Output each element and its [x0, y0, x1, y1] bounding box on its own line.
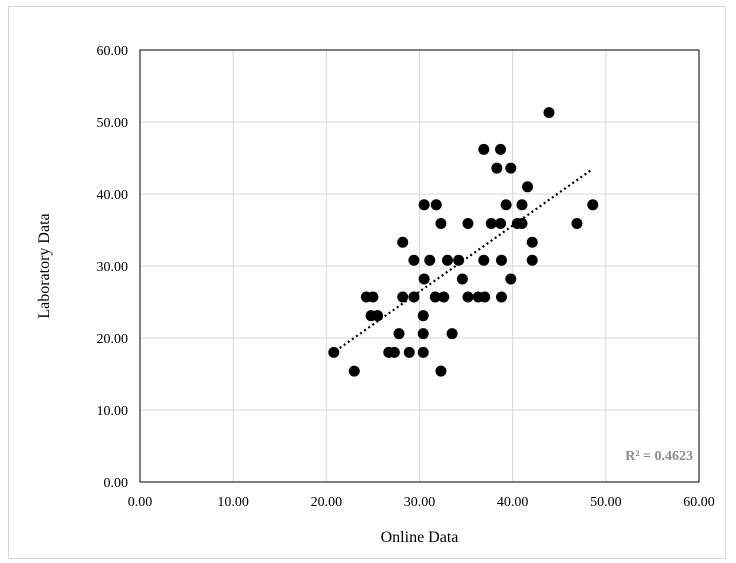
data-point	[479, 291, 491, 303]
x-tick-label: 40.00	[497, 495, 529, 510]
data-point	[408, 291, 420, 303]
x-tick-label: 20.00	[311, 495, 343, 510]
data-point	[462, 218, 474, 230]
data-point	[408, 254, 420, 266]
data-point	[435, 365, 447, 377]
data-point	[478, 254, 490, 266]
data-point	[516, 218, 528, 230]
data-point	[456, 273, 468, 285]
data-points	[328, 107, 599, 377]
data-point	[505, 273, 517, 285]
data-point	[462, 291, 474, 303]
data-point	[418, 273, 430, 285]
data-point	[587, 199, 599, 211]
x-axis-label: Online Data	[381, 529, 459, 546]
data-point	[485, 218, 497, 230]
data-point	[438, 291, 450, 303]
y-tick-label: 60.00	[97, 44, 129, 59]
data-point	[417, 346, 429, 358]
data-point	[500, 199, 512, 211]
data-point	[571, 218, 583, 230]
data-point	[495, 143, 507, 155]
scatter-chart: 0.00 10.00 20.00 30.00 40.00 50.00 60.00 0.00 1…	[36, 44, 715, 546]
data-point	[516, 199, 528, 211]
data-point	[495, 254, 507, 266]
data-point	[417, 328, 429, 340]
data-point	[526, 254, 538, 266]
data-point	[543, 107, 555, 119]
x-tick-label: 60.00	[683, 495, 715, 510]
x-tick-label: 0.00	[128, 495, 153, 510]
data-point	[430, 199, 442, 211]
data-point	[348, 365, 360, 377]
data-point	[367, 291, 379, 303]
data-point	[446, 328, 458, 340]
data-point	[397, 236, 409, 248]
data-point	[435, 218, 447, 230]
data-point	[495, 291, 507, 303]
y-axis-ticks: 0.00 10.00 20.00 30.00 40.00 50.00 60.00	[97, 44, 129, 491]
chart-area: 0.00 10.00 20.00 30.00 40.00 50.00 60.00 0.00 1…	[8, 6, 726, 559]
data-point	[495, 218, 507, 230]
data-point	[328, 346, 340, 358]
data-point	[418, 199, 430, 211]
data-point	[403, 346, 415, 358]
y-axis-label: Laboratory Data	[36, 213, 53, 318]
data-point	[453, 254, 465, 266]
data-point	[372, 310, 384, 322]
y-tick-label: 40.00	[97, 188, 129, 203]
x-axis-ticks: 0.00 10.00 20.00 30.00 40.00 50.00 60.00	[128, 495, 715, 510]
data-point	[417, 310, 429, 322]
data-point	[424, 254, 436, 266]
data-point	[441, 254, 453, 266]
data-point	[397, 291, 409, 303]
y-tick-label: 30.00	[97, 260, 129, 275]
data-point	[429, 291, 441, 303]
y-tick-label: 0.00	[104, 476, 129, 491]
data-point	[478, 143, 490, 155]
data-point	[522, 181, 534, 193]
y-tick-label: 10.00	[97, 404, 129, 419]
data-point	[526, 236, 538, 248]
plot-area-border	[139, 49, 700, 483]
x-tick-label: 30.00	[404, 495, 436, 510]
x-tick-label: 50.00	[590, 495, 622, 510]
data-point	[393, 328, 405, 340]
data-point	[491, 162, 503, 174]
gridlines	[140, 50, 699, 482]
y-tick-label: 20.00	[97, 332, 129, 347]
data-point	[505, 162, 517, 174]
y-tick-label: 50.00	[97, 116, 129, 131]
data-point	[388, 346, 400, 358]
r-squared-label: R² = 0.4623	[625, 449, 693, 464]
x-tick-label: 10.00	[217, 495, 249, 510]
